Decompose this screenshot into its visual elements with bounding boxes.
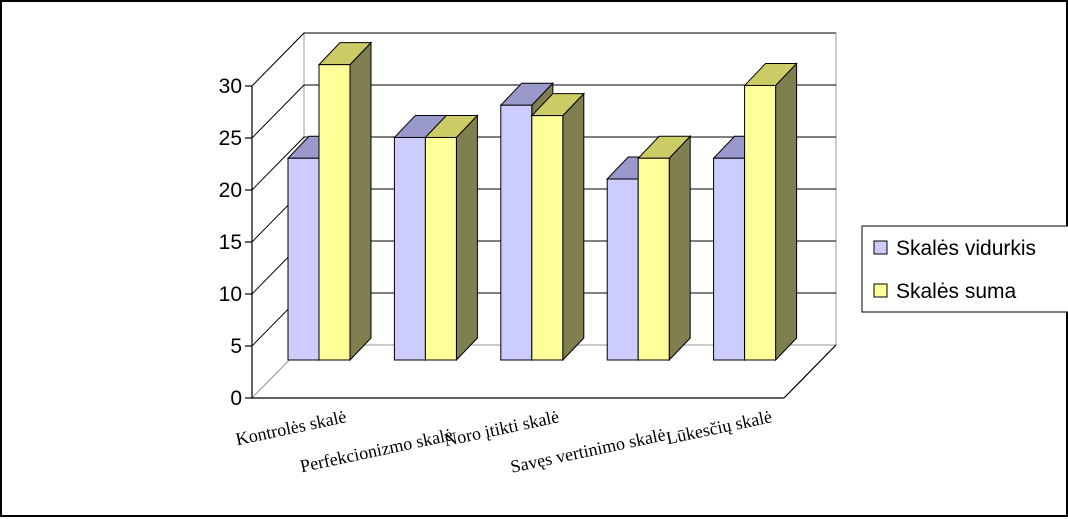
- bar-face: [318, 64, 351, 361]
- x-tick-label: Lūkesčių skalė: [664, 406, 773, 448]
- legend-swatch-2: [873, 283, 888, 298]
- bar-side: [455, 114, 478, 362]
- legend-label-2: Skalės suma: [896, 280, 1017, 303]
- legend: Skalės vidurkis Skalės suma: [861, 225, 1068, 313]
- legend-box: [861, 225, 1068, 313]
- x-tick-label: Savęs vertinimo skalė: [509, 424, 668, 476]
- bar-face: [606, 178, 639, 361]
- bar-face: [500, 104, 533, 361]
- gridline: [251, 32, 836, 87]
- bar-face: [744, 84, 777, 361]
- y-axis: 0 5 10 15 20 25 30: [219, 75, 837, 410]
- bar-2-1: [317, 41, 373, 362]
- y-tick-label: 15: [219, 231, 242, 254]
- y-tick-label: 25: [219, 127, 242, 150]
- bar-2-2: [424, 114, 479, 362]
- bar-2-4: [637, 134, 692, 362]
- bar-face: [287, 157, 320, 361]
- bar-side: [562, 92, 585, 362]
- x-tick-label: Kontrolės skalė: [234, 406, 348, 449]
- bar-side: [349, 41, 372, 362]
- bar-side: [668, 134, 691, 362]
- y-tick-label: 0: [230, 387, 242, 410]
- bar-side: [775, 62, 798, 362]
- chart-bars: [286, 41, 798, 362]
- bar-face: [424, 136, 457, 361]
- y-tick-label: 30: [219, 75, 242, 98]
- y-tick-label: 10: [219, 283, 242, 306]
- legend-swatch-1: [873, 240, 888, 255]
- gridline: [251, 84, 836, 139]
- x-tick-label: Perfekcionizmo skalė: [298, 424, 454, 476]
- bar-face: [393, 136, 426, 361]
- y-tick-label: 20: [219, 179, 242, 202]
- y-tick-label: 5: [230, 335, 242, 358]
- bar-2-3: [530, 92, 585, 362]
- bar-face: [713, 157, 746, 361]
- x-tick-label: Noro įtikti skalė: [442, 406, 561, 450]
- bar-face: [531, 115, 564, 361]
- bar-2-5: [743, 62, 798, 362]
- legend-label-1: Skalės vidurkis: [896, 237, 1036, 260]
- bar-face: [637, 157, 670, 361]
- x-axis-depth-line: [783, 344, 837, 399]
